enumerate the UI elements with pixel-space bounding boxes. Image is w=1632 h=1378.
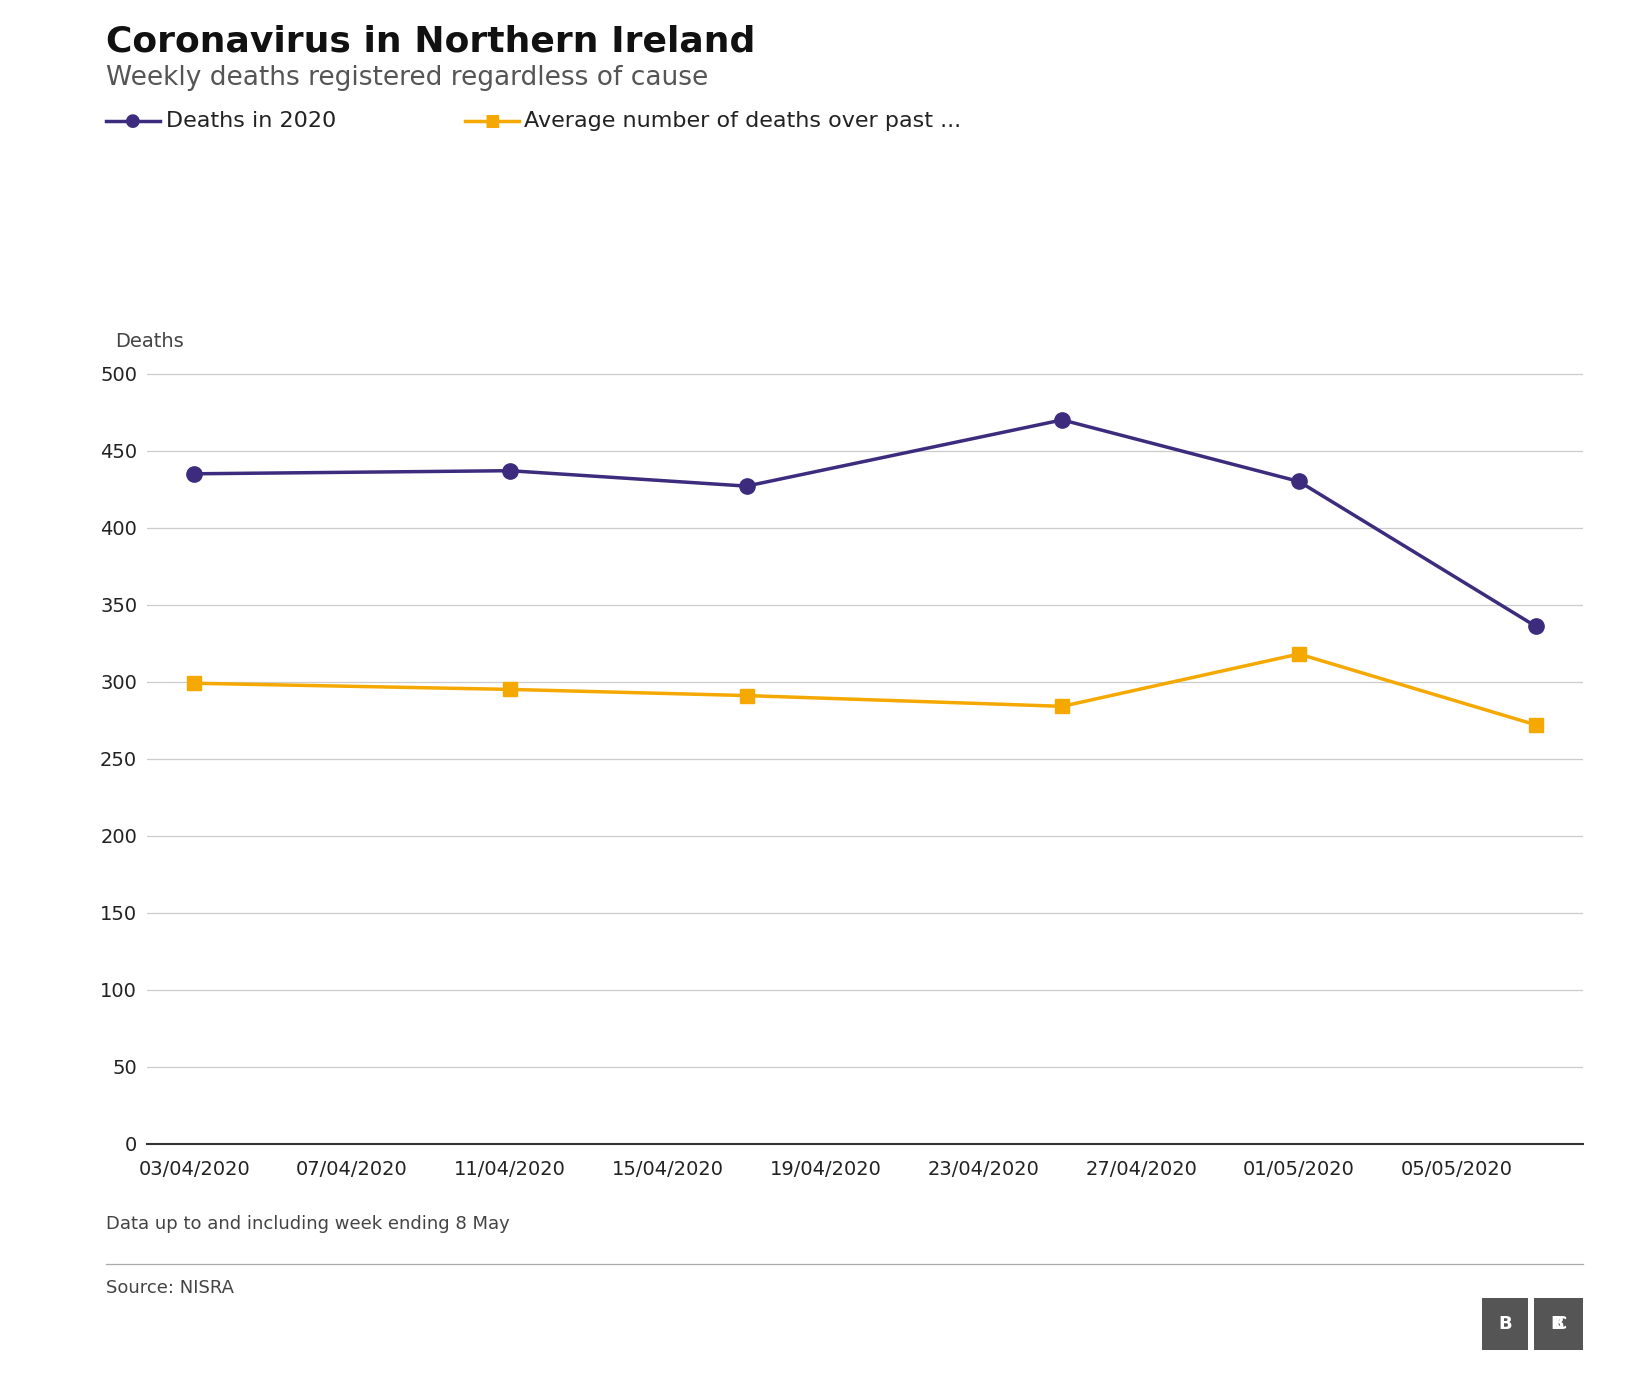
- Text: B: B: [1550, 1315, 1563, 1334]
- Text: ●: ●: [126, 112, 140, 131]
- Text: Deaths: Deaths: [116, 332, 184, 350]
- Text: C: C: [1554, 1315, 1567, 1334]
- Text: Deaths in 2020: Deaths in 2020: [166, 112, 336, 131]
- Text: Source: NISRA: Source: NISRA: [106, 1279, 233, 1297]
- Text: Weekly deaths registered regardless of cause: Weekly deaths registered regardless of c…: [106, 65, 708, 91]
- Text: Data up to and including week ending 8 May: Data up to and including week ending 8 M…: [106, 1215, 509, 1233]
- Text: B: B: [1498, 1315, 1511, 1334]
- Text: Average number of deaths over past ...: Average number of deaths over past ...: [524, 112, 961, 131]
- Text: Coronavirus in Northern Ireland: Coronavirus in Northern Ireland: [106, 25, 756, 59]
- Text: ■: ■: [485, 112, 499, 131]
